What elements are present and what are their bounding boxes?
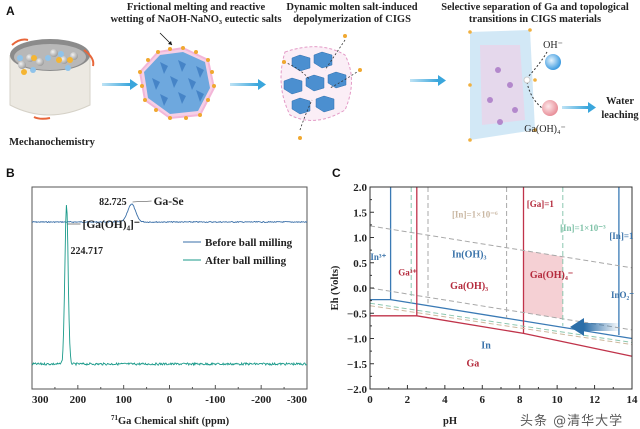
step-3-title-line1: Dynamic molten salt-induced [286, 2, 418, 13]
x-tick-label-c: 12 [589, 394, 601, 406]
crystal-with-salt-icon [138, 32, 216, 120]
step-1-label: Mechanochemistry [9, 137, 95, 148]
annotation-82725: 82.725 [99, 197, 127, 208]
water-label: Water [606, 96, 634, 107]
step-3-title: Dynamic molten salt-induced depolymeriza… [282, 2, 422, 26]
boundary-ga-solid-red [370, 315, 633, 357]
region-label: Ga(OH)₄⁻ [530, 270, 573, 281]
shaded-region-gaoh4 [523, 250, 563, 319]
region-label: [In]=1 [609, 231, 634, 241]
x-tick-label-b: 100 [115, 394, 132, 406]
left-arrow-icon [570, 318, 620, 336]
x-tick-label-b: 300 [32, 394, 49, 406]
region-label: [Ga]=1 [527, 199, 555, 209]
x-tick-label-c: 10 [552, 394, 564, 406]
x-tick-label-b: -300 [287, 394, 308, 406]
region-label: InO₂⁻ [611, 290, 634, 300]
x-tick-label-c: 2 [405, 394, 411, 406]
step-4-title: Selective separation of Ga and topologic… [430, 2, 640, 26]
y-tick-label-c: −1.5 [347, 359, 368, 371]
flow-arrow-3-icon [410, 75, 446, 86]
y-tick-label-c: 1.0 [353, 233, 367, 245]
shaded-layer [523, 250, 563, 319]
x-tick-label-c: 14 [627, 394, 639, 406]
step-4-title-line1: Selective separation of Ga and topologic… [441, 2, 629, 13]
boundary-dashed-green [369, 302, 633, 343]
step-2-title-line2: wetting of NaOH-NaNO₃ eutectic salts [110, 14, 282, 25]
annotation-ga-se: Ga-Se [154, 196, 184, 208]
boundary-in-solid-blue [370, 298, 633, 340]
region-label: Ga [467, 358, 480, 369]
y-tick-label-c: −0.5 [347, 308, 368, 320]
annotation-gaoh4: [Ga(OH)₄]⁻ [83, 219, 140, 231]
gallate-ion-icon [542, 100, 558, 116]
panel-b-letter: B [6, 166, 15, 180]
depolymerized-crystals-icon [280, 34, 362, 140]
series-before-ball-milling [31, 203, 308, 224]
ball-mill-jar-icon [9, 38, 95, 120]
x-tick-label-c: 4 [442, 394, 448, 406]
y-tick-label-c: −1.0 [347, 334, 368, 346]
legend-b: Before ball milling After ball milling [183, 237, 293, 267]
x-tick-label-c: 8 [517, 394, 523, 406]
region-label: Ga³⁺ [398, 267, 417, 277]
region-label: In³⁺ [370, 252, 386, 262]
step-3-title-line2: depolymerization of CIGS [293, 14, 411, 25]
x-axis-title-c: pH [443, 416, 457, 427]
legend-label-after: After ball milling [205, 255, 287, 267]
series-after-ball-milling [31, 204, 308, 367]
nmr-spectrum-chart: 300 200 100 0 -100 -200 -300 82.725 Ga-Se [Ga(… [31, 186, 308, 427]
pourbaix-diagram-chart: 0 2 4 6 8 10 12 14 2.0 1.5 1.0 0.5 0.0 −0.5 −1.0 −1.5 −2… [330, 182, 638, 427]
flow-arrow-2-icon [230, 79, 266, 90]
y-tick-label-c: 2.0 [353, 182, 367, 194]
panel-a-letter: A [6, 4, 15, 18]
y-tick-label-c: 0.0 [353, 283, 367, 295]
hydroxide-ion-icon [545, 54, 561, 70]
y-tick-label-c: −2.0 [347, 384, 368, 396]
step-4-title-line2: transitions in CIGS materials [468, 14, 602, 25]
step-2-title-line1: Frictional melting and reactive [126, 2, 266, 13]
annotation-ga-se-pointer [132, 200, 152, 203]
boundary-dashed-gray [369, 287, 633, 331]
x-axis-b: 300 200 100 0 -100 -200 -300 [31, 385, 308, 406]
plot-frame-b [31, 186, 308, 390]
x-tick-label-b: -100 [205, 394, 226, 406]
watermark: 头条 @清华大学 [520, 414, 624, 429]
panel-c-letter: C [332, 166, 341, 180]
hydroxide-label: OH⁻ [543, 40, 563, 51]
panel-a-schematic: Mechanochemistry [9, 28, 639, 148]
legend-label-before: Before ball milling [205, 237, 293, 249]
axes-c: 0 2 4 6 8 10 12 14 2.0 1.5 1.0 0.5 0.0 −0.5 −1.0 −1.5 −2… [347, 182, 638, 406]
boundary-dashed-tan [369, 305, 633, 346]
region-label: In(OH)₃ [452, 250, 487, 261]
x-axis-title-b: 71Ga Chemical shift (ppm) [111, 414, 230, 427]
region-label: Ga(OH)₃ [450, 281, 488, 292]
x-tick-label-c: 6 [480, 394, 486, 406]
x-tick-label-b: 200 [70, 394, 87, 406]
gallate-label: Ga(OH)₄⁻ [524, 124, 566, 135]
boundary-dashed-gray [369, 225, 633, 269]
y-tick-label-c: 0.5 [353, 258, 367, 270]
step-2-title: Frictional melting and reactive wetting … [96, 2, 296, 26]
region-label: [In]=1×10⁻³ [560, 223, 606, 233]
annotation-224717: 224.717 [71, 246, 104, 257]
x-tick-label-b: -200 [251, 394, 272, 406]
leaching-label: leaching [601, 110, 639, 121]
flow-arrow-1-icon [102, 79, 138, 90]
y-axis-title-c: Eh (Volts) [330, 265, 341, 310]
region-label: In [481, 341, 491, 352]
y-tick-label-c: 1.5 [353, 207, 367, 219]
crystal-lattice-icon [468, 28, 548, 142]
flow-arrow-4-icon [562, 102, 596, 113]
boundary-layer [369, 187, 633, 357]
x-tick-label-c: 0 [367, 394, 373, 406]
plot-frame-c [369, 186, 633, 390]
x-tick-label-b: 0 [167, 394, 173, 406]
region-label: [In]=1×10⁻⁶ [452, 209, 498, 219]
